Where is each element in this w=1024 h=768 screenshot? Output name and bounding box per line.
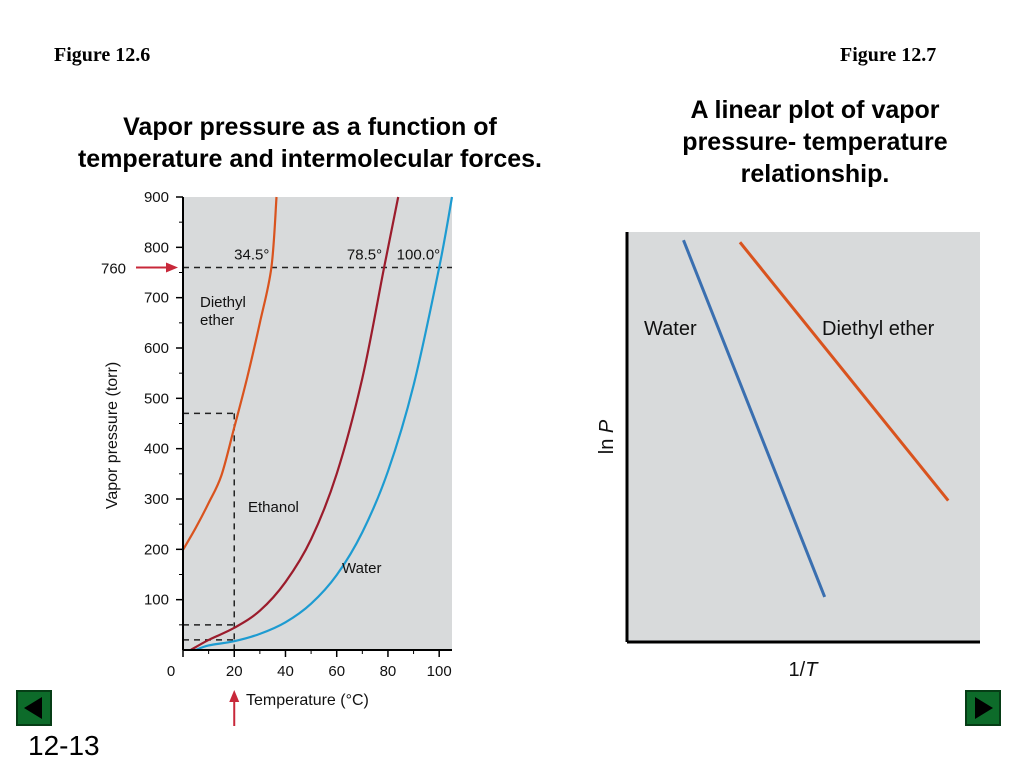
arrow-760-head [166, 262, 178, 273]
caption-line: Vapor pressure as a function of [123, 113, 497, 141]
x-tick-label: 20 [226, 663, 243, 680]
y-axis-title: Vapor pressure (torr) [104, 362, 121, 509]
x-tick-label: 40 [277, 663, 294, 680]
caption-line: temperature and intermolecular forces. [77, 145, 543, 173]
series-label-water: Water [644, 318, 697, 340]
x-tick-label: 100 [427, 663, 452, 680]
triangle-right-icon [975, 697, 993, 719]
y-axis-title: ln P [596, 419, 618, 454]
y-tick-label: 900 [144, 189, 169, 206]
y-tick-label: 300 [144, 491, 169, 508]
series-label-line: ether [200, 312, 234, 329]
vapor-pressure-temperature-chart: Diethyl ether Ethanol Water 34.5° 78.5° 100.0°… [101, 189, 454, 726]
caption-line: relationship. [740, 160, 890, 188]
reference-value-label: 760 [101, 260, 126, 277]
series-diethyl-ether-line [182, 196, 278, 551]
y-tick-label: 200 [144, 541, 169, 558]
boiling-point-annotation: 78.5° [347, 246, 382, 263]
series-label-line: Diethyl [200, 294, 246, 311]
plot-area [627, 232, 980, 642]
series-label-diethyl-ether: Diethyl ether [822, 318, 935, 340]
next-slide-button[interactable] [965, 690, 1001, 726]
x-axis-title: 1/T [789, 659, 820, 681]
x-axis-title-part: 1/ [789, 659, 806, 681]
series-label-ethanol: Ethanol [248, 499, 299, 516]
figure-12-7-caption: A linear plot of vapor pressure- tempera… [640, 94, 990, 190]
y-axis-title-part: P [596, 419, 618, 433]
series-label-water: Water [342, 560, 381, 577]
arrow-20-head [229, 690, 240, 702]
figure-12-6-label: Figure 12.6 [54, 44, 151, 66]
triangle-left-icon [24, 697, 42, 719]
series-label-line: Ethanol [248, 499, 299, 516]
y-tick-label: 400 [144, 441, 169, 458]
y-tick-label: 800 [144, 239, 169, 256]
previous-slide-button[interactable] [16, 690, 52, 726]
figure-12-6-caption: Vapor pressure as a function of temperat… [30, 111, 590, 175]
series-ethanol-line [190, 196, 400, 651]
y-tick-label: 600 [144, 340, 169, 357]
boiling-point-annotation: 100.0° [397, 246, 441, 263]
plot-area [183, 197, 452, 650]
x-tick-label: 0 [167, 663, 175, 680]
x-axis-title: Temperature (°C) [246, 692, 369, 709]
series-label-line: Water [342, 560, 381, 577]
y-tick-label: 500 [144, 390, 169, 407]
y-axis-title-part: ln [596, 433, 618, 454]
slide-number: 12-13 [28, 730, 100, 761]
caption-line: A linear plot of vapor [690, 96, 940, 124]
y-tick-label: 700 [144, 290, 169, 307]
figure-12-7-label: Figure 12.7 [840, 44, 937, 66]
x-axis-title-part: T [805, 659, 819, 681]
caption-line: pressure- temperature [682, 128, 948, 156]
series-water-line [195, 196, 454, 652]
y-tick-label: 100 [144, 592, 169, 609]
series-diethyl-ether-line [738, 241, 950, 502]
x-tick-label: 60 [328, 663, 345, 680]
x-tick-label: 80 [380, 663, 397, 680]
series-water-line [682, 239, 827, 598]
series-label-diethyl-ether: Diethyl ether [200, 294, 246, 329]
boiling-point-annotation: 34.5° [234, 246, 269, 263]
